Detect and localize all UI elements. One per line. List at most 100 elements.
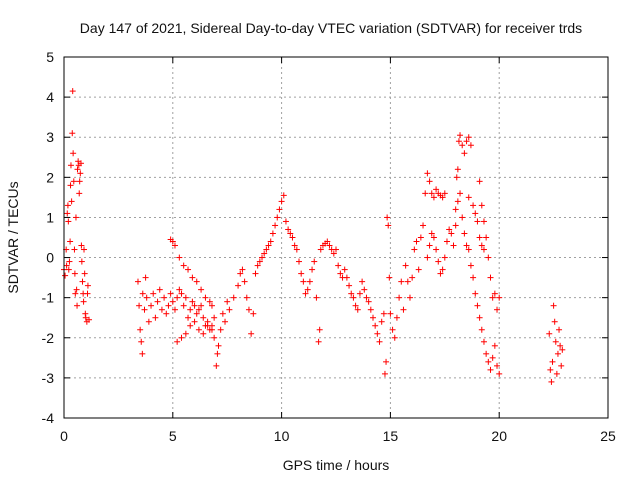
tick-marks xyxy=(63,56,609,419)
data-point xyxy=(476,314,483,321)
data-point xyxy=(141,306,148,313)
data-point xyxy=(142,274,149,281)
data-point xyxy=(282,218,289,225)
data-point xyxy=(71,246,78,253)
y-tick-label: -4 xyxy=(42,410,55,426)
data-point xyxy=(291,242,298,249)
data-point xyxy=(396,294,403,301)
data-point xyxy=(483,234,490,241)
data-point xyxy=(62,272,69,279)
data-point xyxy=(385,222,392,229)
data-point xyxy=(470,274,477,281)
x-tick-label: 0 xyxy=(60,428,68,444)
data-point xyxy=(406,294,413,301)
data-point xyxy=(208,326,215,333)
data-point xyxy=(80,298,87,305)
data-point xyxy=(374,330,381,337)
data-point xyxy=(180,262,187,269)
data-point xyxy=(293,246,300,253)
data-point xyxy=(452,206,459,213)
y-tick-label: 3 xyxy=(46,129,54,145)
data-point xyxy=(272,222,279,229)
data-point xyxy=(554,350,561,357)
data-point xyxy=(239,266,246,273)
plot-frame xyxy=(63,56,609,419)
data-point xyxy=(441,190,448,197)
data-point xyxy=(261,250,268,257)
data-point xyxy=(191,302,198,309)
data-point xyxy=(64,210,71,217)
data-point xyxy=(296,258,303,265)
data-point xyxy=(439,194,446,201)
data-point xyxy=(424,254,431,261)
data-point xyxy=(306,278,313,285)
data-point xyxy=(478,242,485,249)
data-point xyxy=(389,326,396,333)
data-point xyxy=(487,366,494,373)
data-point xyxy=(78,258,85,265)
data-point xyxy=(158,306,165,313)
data-point xyxy=(81,246,88,253)
data-point xyxy=(558,362,565,369)
data-point xyxy=(335,262,342,269)
data-point xyxy=(411,246,418,253)
data-point xyxy=(185,266,192,273)
data-point xyxy=(267,238,274,245)
data-point xyxy=(204,322,211,329)
data-point xyxy=(185,314,192,321)
data-point xyxy=(67,182,74,189)
data-point xyxy=(250,310,257,317)
data-point xyxy=(326,242,333,249)
data-point xyxy=(169,298,176,305)
data-point xyxy=(214,350,221,357)
data-point xyxy=(67,162,74,169)
data-point xyxy=(426,178,433,185)
data-point xyxy=(422,190,429,197)
data-point xyxy=(367,306,374,313)
data-point xyxy=(476,234,483,241)
data-point xyxy=(289,234,296,241)
data-point xyxy=(154,298,161,305)
data-point xyxy=(63,262,70,269)
y-tick-label: 0 xyxy=(46,250,54,266)
data-point xyxy=(433,246,440,253)
data-point xyxy=(485,254,492,261)
data-point xyxy=(494,306,501,313)
data-point xyxy=(252,270,259,277)
data-point xyxy=(198,302,205,309)
data-point xyxy=(200,330,207,337)
tick-labels: 0 5 10 15 20 25 -4 -3 -2 -1 0 1 2 3 4 5 xyxy=(42,49,616,444)
data-point xyxy=(330,250,337,257)
data-point xyxy=(193,278,200,285)
data-point xyxy=(398,278,405,285)
data-point xyxy=(380,310,387,317)
data-point xyxy=(470,202,477,209)
data-point xyxy=(443,238,450,245)
data-point xyxy=(263,246,270,253)
y-tick-label: -3 xyxy=(42,370,55,386)
data-point xyxy=(191,318,198,325)
data-point xyxy=(487,274,494,281)
data-point xyxy=(235,282,242,289)
data-point xyxy=(356,290,363,297)
data-point xyxy=(376,338,383,345)
data-point xyxy=(386,274,393,281)
data-point xyxy=(480,246,487,253)
data-point xyxy=(413,238,420,245)
data-point xyxy=(148,302,155,309)
data-point xyxy=(274,214,281,221)
data-point xyxy=(298,270,305,277)
y-tick-label: 5 xyxy=(46,49,54,65)
data-point xyxy=(309,266,316,273)
data-point xyxy=(137,326,144,333)
data-point xyxy=(195,306,202,313)
data-point xyxy=(400,306,407,313)
data-point xyxy=(74,302,81,309)
data-point xyxy=(256,258,263,265)
data-point xyxy=(548,378,555,385)
data-point xyxy=(428,190,435,197)
data-point xyxy=(69,88,76,95)
data-point xyxy=(341,266,348,273)
data-point xyxy=(455,138,462,145)
